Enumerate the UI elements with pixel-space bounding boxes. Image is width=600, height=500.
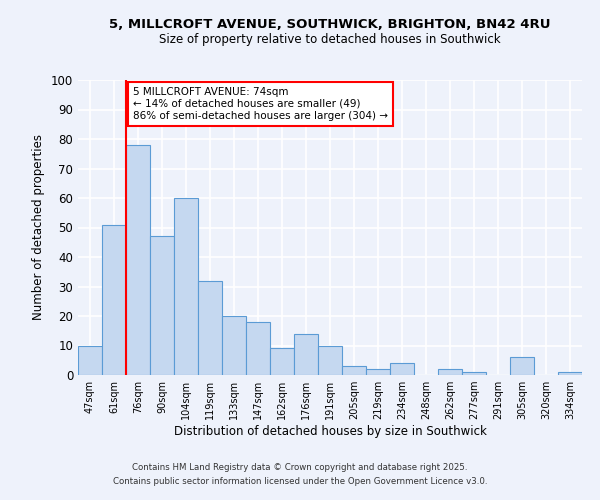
Text: Contains public sector information licensed under the Open Government Licence v3: Contains public sector information licen…	[113, 477, 487, 486]
Bar	[270, 348, 294, 375]
Bar	[462, 372, 486, 375]
Bar	[510, 358, 534, 375]
Bar	[318, 346, 342, 375]
Bar	[294, 334, 318, 375]
Bar	[342, 366, 366, 375]
Bar	[102, 224, 126, 375]
Bar	[222, 316, 246, 375]
Text: 5, MILLCROFT AVENUE, SOUTHWICK, BRIGHTON, BN42 4RU: 5, MILLCROFT AVENUE, SOUTHWICK, BRIGHTON…	[109, 18, 551, 30]
Bar	[198, 280, 222, 375]
Bar	[366, 369, 390, 375]
Text: Contains HM Land Registry data © Crown copyright and database right 2025.: Contains HM Land Registry data © Crown c…	[132, 464, 468, 472]
Bar	[558, 372, 582, 375]
Bar	[126, 145, 150, 375]
Bar	[246, 322, 270, 375]
Bar	[390, 363, 414, 375]
Bar	[174, 198, 198, 375]
Text: 5 MILLCROFT AVENUE: 74sqm
← 14% of detached houses are smaller (49)
86% of semi-: 5 MILLCROFT AVENUE: 74sqm ← 14% of detac…	[133, 88, 388, 120]
Y-axis label: Number of detached properties: Number of detached properties	[32, 134, 46, 320]
Bar	[438, 369, 462, 375]
Bar	[150, 236, 174, 375]
Text: Size of property relative to detached houses in Southwick: Size of property relative to detached ho…	[159, 32, 501, 46]
Bar	[78, 346, 102, 375]
X-axis label: Distribution of detached houses by size in Southwick: Distribution of detached houses by size …	[173, 425, 487, 438]
